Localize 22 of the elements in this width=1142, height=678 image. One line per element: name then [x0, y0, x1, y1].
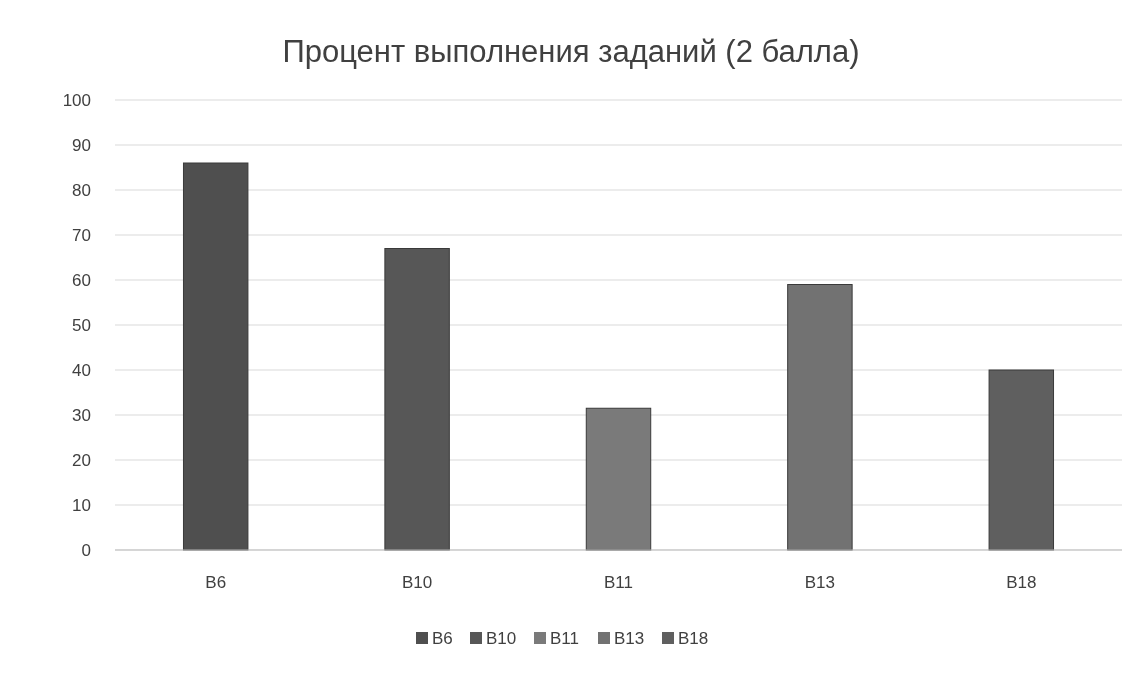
y-tick-label: 0: [81, 540, 91, 560]
legend-label: В18: [678, 628, 709, 648]
x-tick-label: В11: [604, 573, 633, 592]
x-tick-label: В6: [205, 573, 227, 592]
y-tick-label: 100: [62, 90, 91, 110]
legend-label: В11: [550, 628, 579, 648]
y-tick-label: 60: [72, 270, 91, 290]
y-tick-label: 30: [72, 405, 91, 425]
y-tick-label: 90: [72, 135, 91, 155]
x-tick-label: В13: [804, 573, 836, 592]
y-tick-label: 50: [72, 315, 91, 335]
legend-label: В6: [432, 628, 453, 648]
y-tick-label: 80: [72, 180, 91, 200]
y-tick-label: 70: [72, 225, 91, 245]
x-tick-label: В18: [1006, 573, 1037, 592]
y-tick-label: 40: [72, 360, 91, 380]
x-tick-label: В10: [401, 573, 433, 592]
legend-label: В13: [614, 628, 645, 648]
y-tick-label: 10: [72, 495, 91, 515]
chart-title: Процент выполнения заданий (2 балла): [282, 34, 860, 69]
legend-label: В10: [486, 628, 517, 648]
y-tick-label: 20: [72, 450, 91, 470]
